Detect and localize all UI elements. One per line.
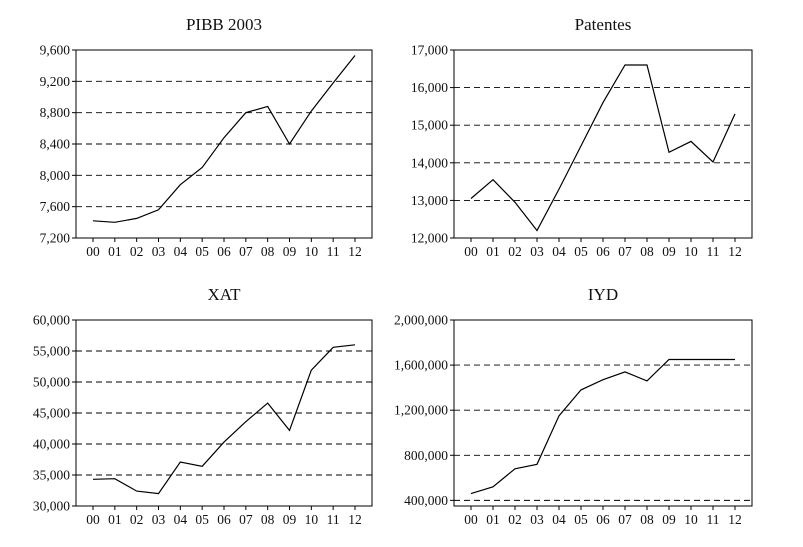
x-tick-label: 06	[596, 244, 610, 259]
x-tick-label: 02	[130, 512, 144, 527]
x-tick-label: 05	[195, 244, 209, 259]
x-tick-label: 12	[348, 512, 362, 527]
y-tick-label: 40,000	[33, 437, 70, 452]
x-tick-label: 12	[728, 512, 742, 527]
x-tick-label: 03	[152, 244, 166, 259]
panel-patentes: Patentes 12,000 13,000 14,000 15,000 16,000 17…	[411, 15, 753, 259]
y-tick-label: 12,000	[411, 231, 448, 246]
y-tick-label: 15,000	[411, 118, 448, 133]
x-tick-label: 12	[348, 244, 362, 259]
x-tick-label: 08	[261, 244, 275, 259]
x-tick-label: 06	[217, 244, 231, 259]
x-tick-label: 11	[707, 244, 720, 259]
y-tick-label: 30,000	[33, 499, 70, 514]
x-tick-label: 07	[239, 512, 253, 527]
series-line	[470, 64, 736, 232]
plot-frame	[453, 49, 753, 239]
x-tick-label: 01	[108, 244, 122, 259]
panel-iyd: IYD 400,000 800,000 1,200,000 1,600,000 2,000…	[394, 285, 753, 527]
x-tick-label: 00	[86, 244, 100, 259]
x-tick-label: 04	[552, 244, 566, 259]
y-tick-label: 17,000	[411, 43, 448, 58]
y-tick-label: 7,200	[40, 231, 71, 246]
x-tick-label: 10	[684, 512, 698, 527]
series-line	[470, 358, 735, 495]
y-tick-label: 60,000	[33, 313, 70, 328]
series-line	[92, 344, 356, 495]
x-tick-label: 00	[86, 512, 100, 527]
x-tick-label: 05	[574, 244, 588, 259]
y-tick-label: 1,600,000	[394, 358, 448, 373]
x-tick-label: 06	[596, 512, 610, 527]
y-tick-label: 2,000,000	[394, 313, 448, 328]
x-tick-label: 07	[618, 244, 632, 259]
x-tick-label: 11	[707, 512, 720, 527]
x-tick-label: 07	[239, 244, 253, 259]
x-tick-label: 05	[574, 512, 588, 527]
y-tick-label: 35,000	[33, 468, 70, 483]
y-tick-label: 50,000	[33, 375, 70, 390]
panel-xat: XAT 30,000 35,000 40,000 45,000 50,000 55,000 6…	[33, 285, 373, 527]
x-tick-label: 09	[283, 244, 297, 259]
x-tick-label: 08	[640, 244, 654, 259]
x-tick-label: 05	[195, 512, 209, 527]
plot-frame	[453, 319, 753, 507]
x-tick-label: 04	[552, 512, 566, 527]
x-tick-label: 04	[174, 512, 188, 527]
x-tick-label: 04	[174, 244, 188, 259]
y-tick-label: 8,000	[40, 168, 71, 183]
y-tick-label: 14,000	[411, 155, 448, 170]
y-tick-label: 8,800	[40, 105, 71, 120]
x-tick-label: 03	[152, 512, 166, 527]
chart-title: IYD	[588, 285, 618, 304]
y-tick-label: 400,000	[404, 493, 448, 508]
x-tick-label: 07	[618, 512, 632, 527]
x-tick-label: 00	[464, 244, 478, 259]
y-tick-label: 55,000	[33, 344, 70, 359]
y-tick-label: 45,000	[33, 406, 70, 421]
x-tick-label: 08	[261, 512, 275, 527]
y-tick-label: 7,600	[40, 199, 71, 214]
x-tick-label: 11	[327, 244, 340, 259]
chart-title: XAT	[207, 285, 241, 304]
y-tick-label: 800,000	[404, 448, 448, 463]
x-tick-label: 11	[327, 512, 340, 527]
x-tick-label: 01	[486, 512, 500, 527]
y-tick-label: 9,200	[40, 74, 71, 89]
x-tick-label: 03	[530, 512, 544, 527]
y-tick-label: 16,000	[411, 80, 448, 95]
series-line	[92, 55, 356, 223]
x-tick-label: 00	[464, 512, 478, 527]
x-tick-label: 10	[305, 244, 319, 259]
chart-title: PIBB 2003	[186, 15, 262, 34]
y-tick-label: 9,600	[40, 43, 71, 58]
x-tick-label: 01	[486, 244, 500, 259]
x-tick-label: 03	[530, 244, 544, 259]
y-tick-label: 8,400	[40, 137, 71, 152]
x-tick-label: 08	[640, 512, 654, 527]
x-tick-label: 02	[130, 244, 144, 259]
x-tick-label: 09	[662, 512, 676, 527]
x-tick-label: 02	[508, 512, 522, 527]
panel-pibb: PIBB 2003 7,200 7,600 8,000 8,400 8,800 9,200 9…	[40, 15, 373, 259]
x-tick-label: 12	[728, 244, 742, 259]
y-tick-label: 1,200,000	[394, 403, 448, 418]
x-tick-label: 06	[217, 512, 231, 527]
x-tick-label: 09	[283, 512, 297, 527]
x-tick-label: 01	[108, 512, 122, 527]
x-tick-label: 02	[508, 244, 522, 259]
x-tick-label: 10	[684, 244, 698, 259]
y-tick-label: 13,000	[411, 193, 448, 208]
x-tick-label: 10	[305, 512, 319, 527]
chart-title: Patentes	[575, 15, 632, 34]
x-tick-label: 09	[662, 244, 676, 259]
